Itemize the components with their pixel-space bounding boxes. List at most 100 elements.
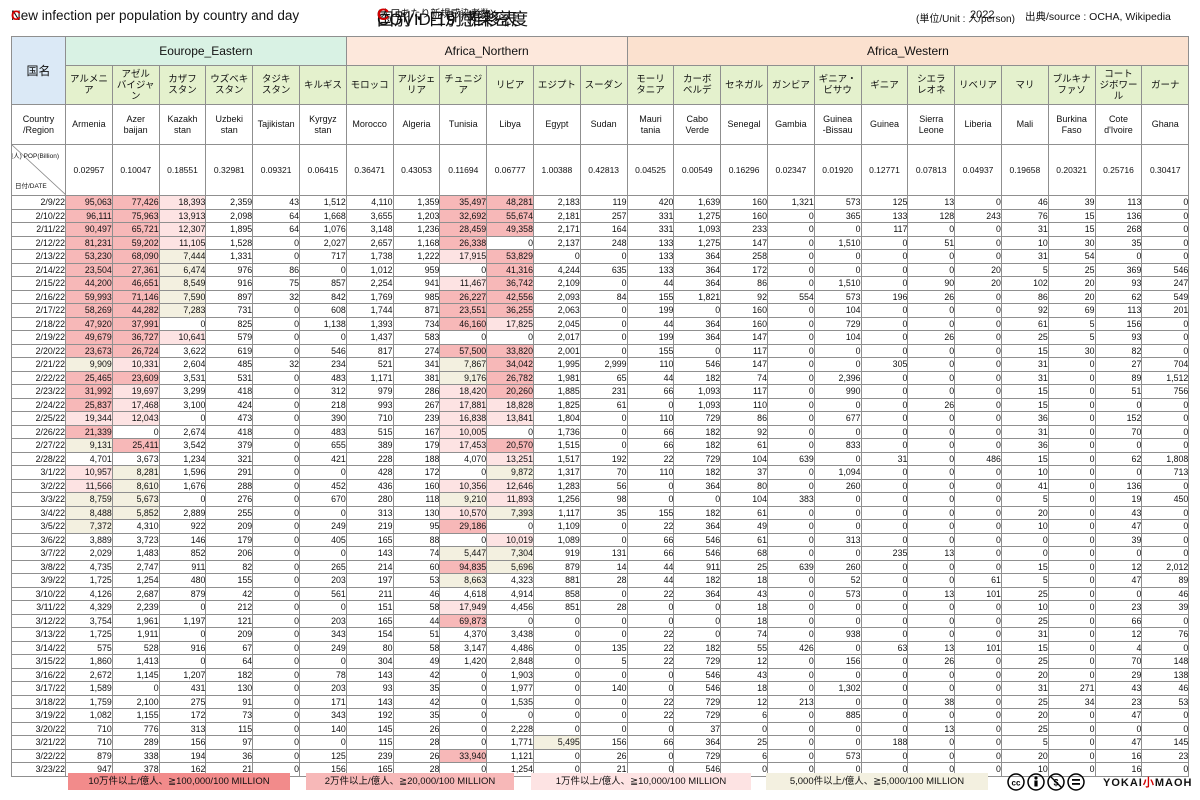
value-cell: 23,673: [65, 343, 113, 358]
value-cell: 305: [860, 357, 909, 372]
value-cell: 0: [1047, 397, 1096, 412]
date-cell: 2/18/22: [11, 316, 66, 331]
value-cell: 0: [907, 303, 956, 318]
value-cell: 0: [252, 451, 300, 466]
value-cell: 1,094: [813, 465, 862, 480]
value-cell: 5,495: [532, 735, 581, 750]
value-cell: 1,676: [158, 478, 207, 493]
value-cell: 2,171: [532, 222, 581, 237]
value-cell: 0: [954, 519, 1002, 534]
value-cell: 0: [954, 681, 1002, 696]
country-en-name: Kyrgyz stan: [298, 104, 347, 145]
region-header: Eourope_Eastern: [65, 36, 347, 66]
value-cell: 0: [860, 586, 909, 601]
value-cell: 0: [813, 451, 862, 466]
value-cell: 192: [345, 708, 394, 723]
value-cell: 61: [954, 573, 1002, 588]
value-cell: 2,604: [158, 357, 207, 372]
value-cell: 7,283: [158, 303, 207, 318]
value-cell: 260: [813, 559, 862, 574]
value-cell: 147: [720, 357, 768, 372]
value-cell: 88: [392, 532, 441, 547]
value-cell: 15: [1000, 397, 1049, 412]
value-cell: 515: [345, 424, 394, 439]
value-cell: 1,821: [673, 289, 722, 304]
by-icon: [1027, 773, 1045, 791]
value-cell: 34: [1047, 694, 1096, 709]
value-cell: 0: [252, 667, 300, 682]
value-cell: 0: [1094, 249, 1143, 264]
value-cell: 31: [1000, 424, 1049, 439]
value-cell: 0: [579, 627, 628, 642]
value-cell: 2,093: [532, 289, 581, 304]
value-cell: 160: [720, 316, 768, 331]
value-cell: 0: [579, 411, 628, 426]
population-value: 0.30417: [1141, 144, 1190, 196]
value-cell: 0: [252, 316, 300, 331]
value-cell: 5: [1047, 330, 1096, 345]
value-cell: 0: [766, 249, 815, 264]
date-cell: 3/23/22: [11, 762, 66, 777]
value-cell: 0: [907, 451, 956, 466]
date-cell: 2/20/22: [11, 343, 66, 358]
value-cell: 0: [860, 330, 909, 345]
value-cell: 46: [392, 586, 441, 601]
value-cell: 25: [720, 735, 768, 750]
value-cell: 10: [1000, 235, 1049, 250]
date-cell: 3/5/22: [11, 519, 66, 534]
value-cell: 0: [860, 424, 909, 439]
value-cell: 0: [860, 600, 909, 615]
value-cell: 0: [860, 397, 909, 412]
date-cell: 2/13/22: [11, 249, 66, 264]
value-cell: 182: [673, 640, 722, 655]
value-cell: 0: [252, 505, 300, 520]
value-cell: 0: [1141, 478, 1190, 493]
value-cell: 635: [579, 262, 628, 277]
country-en-name: Tajikistan: [252, 104, 300, 145]
value-cell: 25: [1000, 721, 1049, 736]
value-cell: 64: [205, 654, 254, 669]
value-cell: 418: [205, 384, 254, 399]
value-cell: 0: [766, 735, 815, 750]
value-cell: 15: [1047, 222, 1096, 237]
value-cell: 756: [1141, 384, 1190, 399]
value-cell: 27,361: [111, 262, 160, 277]
value-cell: 179: [205, 532, 254, 547]
value-cell: 182: [673, 465, 722, 480]
value-cell: 113: [1094, 303, 1143, 318]
value-cell: 0: [1047, 654, 1096, 669]
value-cell: 125: [298, 748, 347, 763]
value-cell: 133: [626, 235, 675, 250]
value-cell: 0: [158, 600, 207, 615]
value-cell: 280: [345, 492, 394, 507]
value-cell: 35: [392, 681, 441, 696]
value-cell: 897: [205, 289, 254, 304]
value-cell: 101: [954, 640, 1002, 655]
value-cell: 0: [954, 222, 1002, 237]
value-cell: 0: [766, 708, 815, 723]
value-cell: 473: [205, 411, 254, 426]
country-en-name: Cote d'Ivoire: [1094, 104, 1143, 145]
value-cell: 110: [626, 411, 675, 426]
value-cell: 42: [392, 694, 441, 709]
table-row: 2/19/22 49,679 36,727 10,641 579 0 0 1,437 583 0 0…: [11, 330, 1190, 345]
value-cell: 418: [205, 424, 254, 439]
value-cell: 0: [252, 397, 300, 412]
value-cell: 82: [205, 559, 254, 574]
value-cell: 130: [392, 505, 441, 520]
value-cell: 19,697: [111, 384, 160, 399]
table-row: 3/22/22 879 338 194 36 0 125 239 26 33,940 1,121 0 2…: [11, 748, 1190, 763]
value-cell: 1,138: [298, 316, 347, 331]
value-cell: 61: [1000, 316, 1049, 331]
value-cell: 10: [1000, 465, 1049, 480]
country-en-name: Cabo Verde: [673, 104, 722, 145]
value-cell: 194: [158, 748, 207, 763]
value-cell: 452: [298, 478, 347, 493]
value-cell: 51: [392, 627, 441, 642]
country-en-name: Liberia: [954, 104, 1002, 145]
value-cell: 0: [252, 613, 300, 628]
value-cell: 0: [766, 303, 815, 318]
value-cell: 51: [907, 235, 956, 250]
value-cell: 39: [1047, 195, 1096, 210]
value-cell: 0: [954, 492, 1002, 507]
